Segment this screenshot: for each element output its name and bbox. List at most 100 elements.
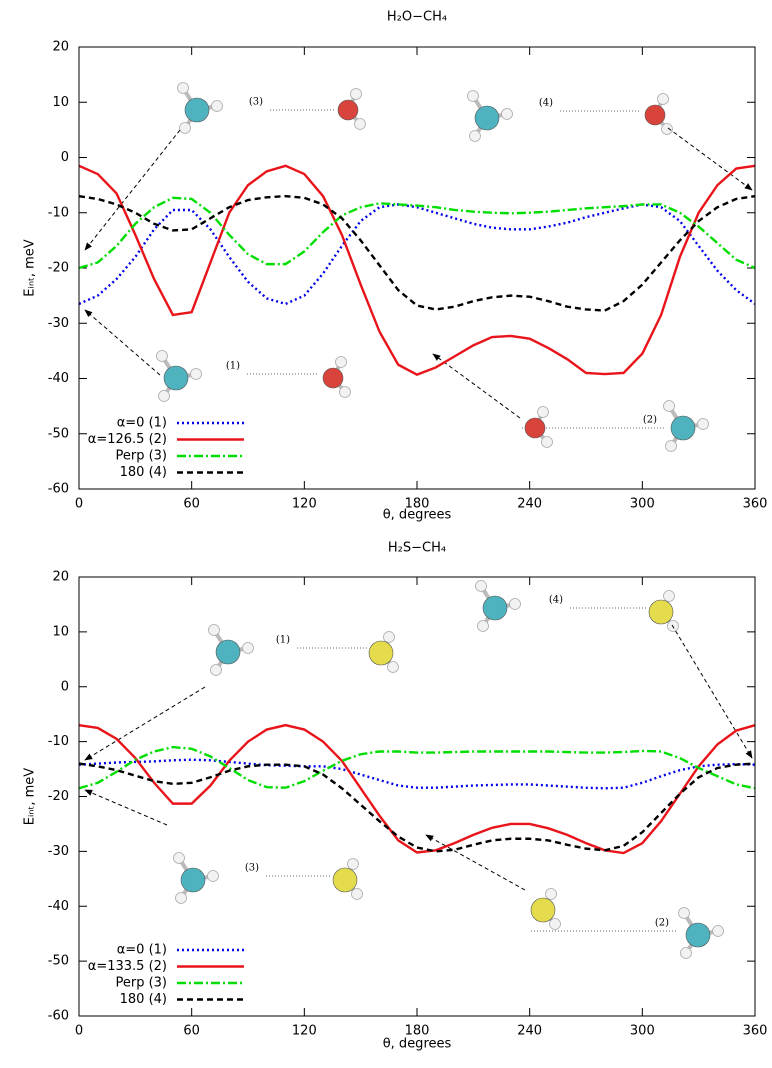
arrow (84, 129, 181, 251)
heavy-atom (180, 867, 206, 893)
data-line (78, 745, 756, 790)
x-tick-label: 120 (292, 497, 317, 512)
legend-label: α=0 (1) (117, 943, 167, 958)
heavy-atom (215, 639, 241, 665)
hydrogen (509, 598, 521, 610)
hydrogen (665, 440, 677, 452)
hydrogen (661, 123, 673, 135)
annotation: (3) (245, 863, 259, 874)
hydrogen (211, 100, 223, 112)
data-line (78, 196, 756, 270)
heavy-atom (337, 99, 359, 121)
hydrogen (158, 390, 170, 402)
y-tick-label: -40 (48, 899, 69, 914)
hydrogen (475, 580, 487, 592)
molecule (678, 907, 724, 959)
y-tick-label: -30 (48, 844, 69, 859)
x-tick-label: 60 (183, 1024, 200, 1039)
y-tick-label: -50 (48, 954, 69, 969)
legend-label: 180 (4) (120, 992, 167, 1007)
molecule (173, 852, 219, 904)
molecule (177, 82, 223, 134)
y-tick-label: -20 (48, 789, 69, 804)
molecule (322, 356, 351, 398)
heavy-atom (685, 922, 711, 948)
heavy-atom (482, 595, 508, 621)
legend-label: α=126.5 (2) (88, 432, 167, 447)
chart-title: H₂O−CH₄ (387, 10, 447, 25)
arrow (425, 834, 526, 891)
x-tick-label: 240 (517, 497, 542, 512)
x-axis-label: θ, degrees (383, 508, 452, 523)
x-tick-label: 240 (517, 1024, 542, 1039)
data-line (78, 758, 756, 790)
hydrogen (697, 418, 709, 430)
y-axis-label: Eᵢₙₜ, meV (23, 239, 38, 296)
hydrogen (678, 907, 690, 919)
hydrogen (354, 118, 366, 130)
hydrogen (657, 93, 669, 105)
heavy-atom (163, 365, 189, 391)
arrow (84, 686, 206, 761)
heavy-atom (332, 867, 358, 893)
arrow (667, 127, 753, 191)
molecule (663, 400, 709, 452)
y-tick-label: 20 (52, 40, 69, 55)
heavy-atom (474, 105, 500, 131)
data-line (78, 203, 756, 306)
data-line (78, 723, 756, 855)
molecule (524, 406, 553, 448)
hydrogen (156, 350, 168, 362)
hydrogen (545, 888, 557, 900)
molecule (475, 580, 521, 632)
legend-label: α=0 (1) (117, 416, 167, 431)
y-tick-label: 20 (52, 570, 69, 585)
hydrogen (467, 90, 479, 102)
annotation: (4) (539, 98, 553, 109)
y-tick-label: -50 (48, 426, 69, 441)
x-tick-label: 360 (743, 1024, 768, 1039)
y-axis-label: Eᵢₙₜ, meV (23, 768, 38, 825)
x-tick-label: 180 (405, 497, 430, 512)
heavy-atom (524, 417, 546, 439)
y-tick-label: 0 (61, 679, 69, 694)
hydrogen (387, 661, 399, 673)
hydrogen (663, 400, 675, 412)
annotation: (1) (276, 635, 290, 646)
molecule (644, 93, 673, 135)
molecule (208, 624, 254, 676)
x-axis-label: θ, degrees (383, 1037, 452, 1052)
hydrogen (347, 858, 359, 870)
heavy-atom (644, 104, 666, 126)
hydrogen (210, 664, 222, 676)
hydrogen (383, 631, 395, 643)
plot-frame (78, 576, 756, 1017)
y-tick-label: 10 (52, 95, 69, 110)
annotation: (1) (226, 361, 240, 372)
annotation: (4) (549, 595, 563, 606)
legend-label: Perp (3) (115, 449, 167, 464)
data-line (78, 194, 756, 312)
hydrogen (712, 925, 724, 937)
molecule (332, 858, 363, 900)
hydrogen (175, 892, 187, 904)
chart-title: H₂S−CH₄ (388, 541, 446, 556)
y-tick-label: -60 (48, 1009, 69, 1024)
hydrogen (351, 888, 363, 900)
x-tick-label: 60 (183, 497, 200, 512)
annotation: (2) (643, 415, 657, 426)
molecule (368, 631, 399, 673)
hydrogen (177, 82, 189, 94)
hydrogen (549, 918, 561, 930)
hydrogen (207, 870, 219, 882)
hydrogen (350, 88, 362, 100)
annotation: (3) (249, 97, 263, 108)
x-tick-label: 0 (75, 497, 83, 512)
y-tick-label: -30 (48, 316, 69, 331)
hydrogen (242, 642, 254, 654)
heavy-atom (368, 640, 394, 666)
y-tick-label: 10 (52, 624, 69, 639)
hydrogen (335, 356, 347, 368)
hydrogen (501, 108, 513, 120)
y-tick-label: 0 (61, 150, 69, 165)
